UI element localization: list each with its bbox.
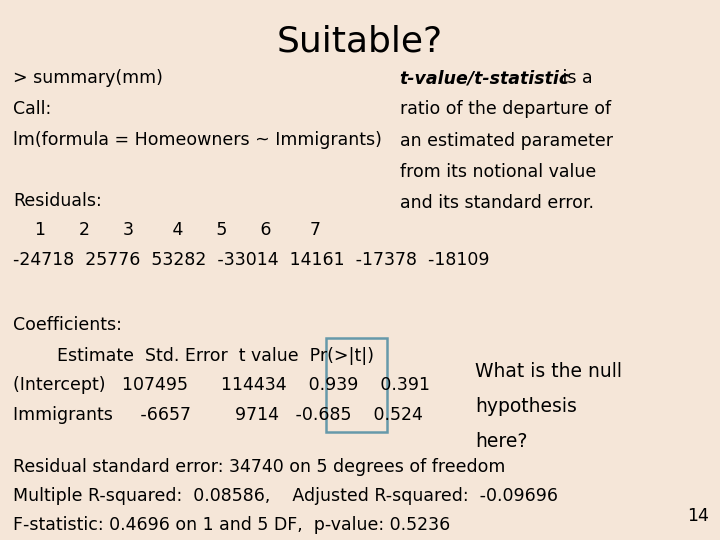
Text: -24718  25776  53282  -33014  14161  -17378  -18109: -24718 25776 53282 -33014 14161 -17378 -…: [13, 251, 490, 269]
Text: What is the null: What is the null: [475, 362, 622, 381]
Text: 1      2      3       4      5      6       7: 1 2 3 4 5 6 7: [13, 221, 321, 239]
Text: Residuals:: Residuals:: [13, 192, 102, 210]
Text: lm(formula = Homeowners ~ Immigrants): lm(formula = Homeowners ~ Immigrants): [13, 131, 382, 149]
Text: Coefficients:: Coefficients:: [13, 316, 122, 334]
Text: and its standard error.: and its standard error.: [400, 194, 593, 212]
Text: > summary(mm): > summary(mm): [13, 69, 163, 87]
Text: 14: 14: [688, 507, 709, 524]
Text: ratio of the departure of: ratio of the departure of: [400, 100, 611, 118]
Text: is a: is a: [557, 69, 592, 87]
Text: (Intercept)   107495      114434    0.939    0.391: (Intercept) 107495 114434 0.939 0.391: [13, 376, 430, 394]
Text: hypothesis: hypothesis: [475, 397, 577, 416]
Text: Suitable?: Suitable?: [277, 24, 443, 58]
Text: here?: here?: [475, 432, 528, 451]
Text: from its notional value: from its notional value: [400, 163, 596, 181]
Text: an estimated parameter: an estimated parameter: [400, 132, 613, 150]
Text: Estimate  Std. Error  t value  Pr(>|t|): Estimate Std. Error t value Pr(>|t|): [13, 347, 374, 364]
Text: F-statistic: 0.4696 on 1 and 5 DF,  p-value: 0.5236: F-statistic: 0.4696 on 1 and 5 DF, p-val…: [13, 516, 450, 534]
Text: Call:: Call:: [13, 100, 51, 118]
Text: Residual standard error: 34740 on 5 degrees of freedom: Residual standard error: 34740 on 5 degr…: [13, 458, 505, 476]
Text: Multiple R-squared:  0.08586,    Adjusted R-squared:  -0.09696: Multiple R-squared: 0.08586, Adjusted R-…: [13, 487, 558, 505]
Text: t-value/t-statistic: t-value/t-statistic: [400, 69, 570, 87]
Text: Immigrants     -6657        9714   -0.685    0.524: Immigrants -6657 9714 -0.685 0.524: [13, 406, 423, 424]
